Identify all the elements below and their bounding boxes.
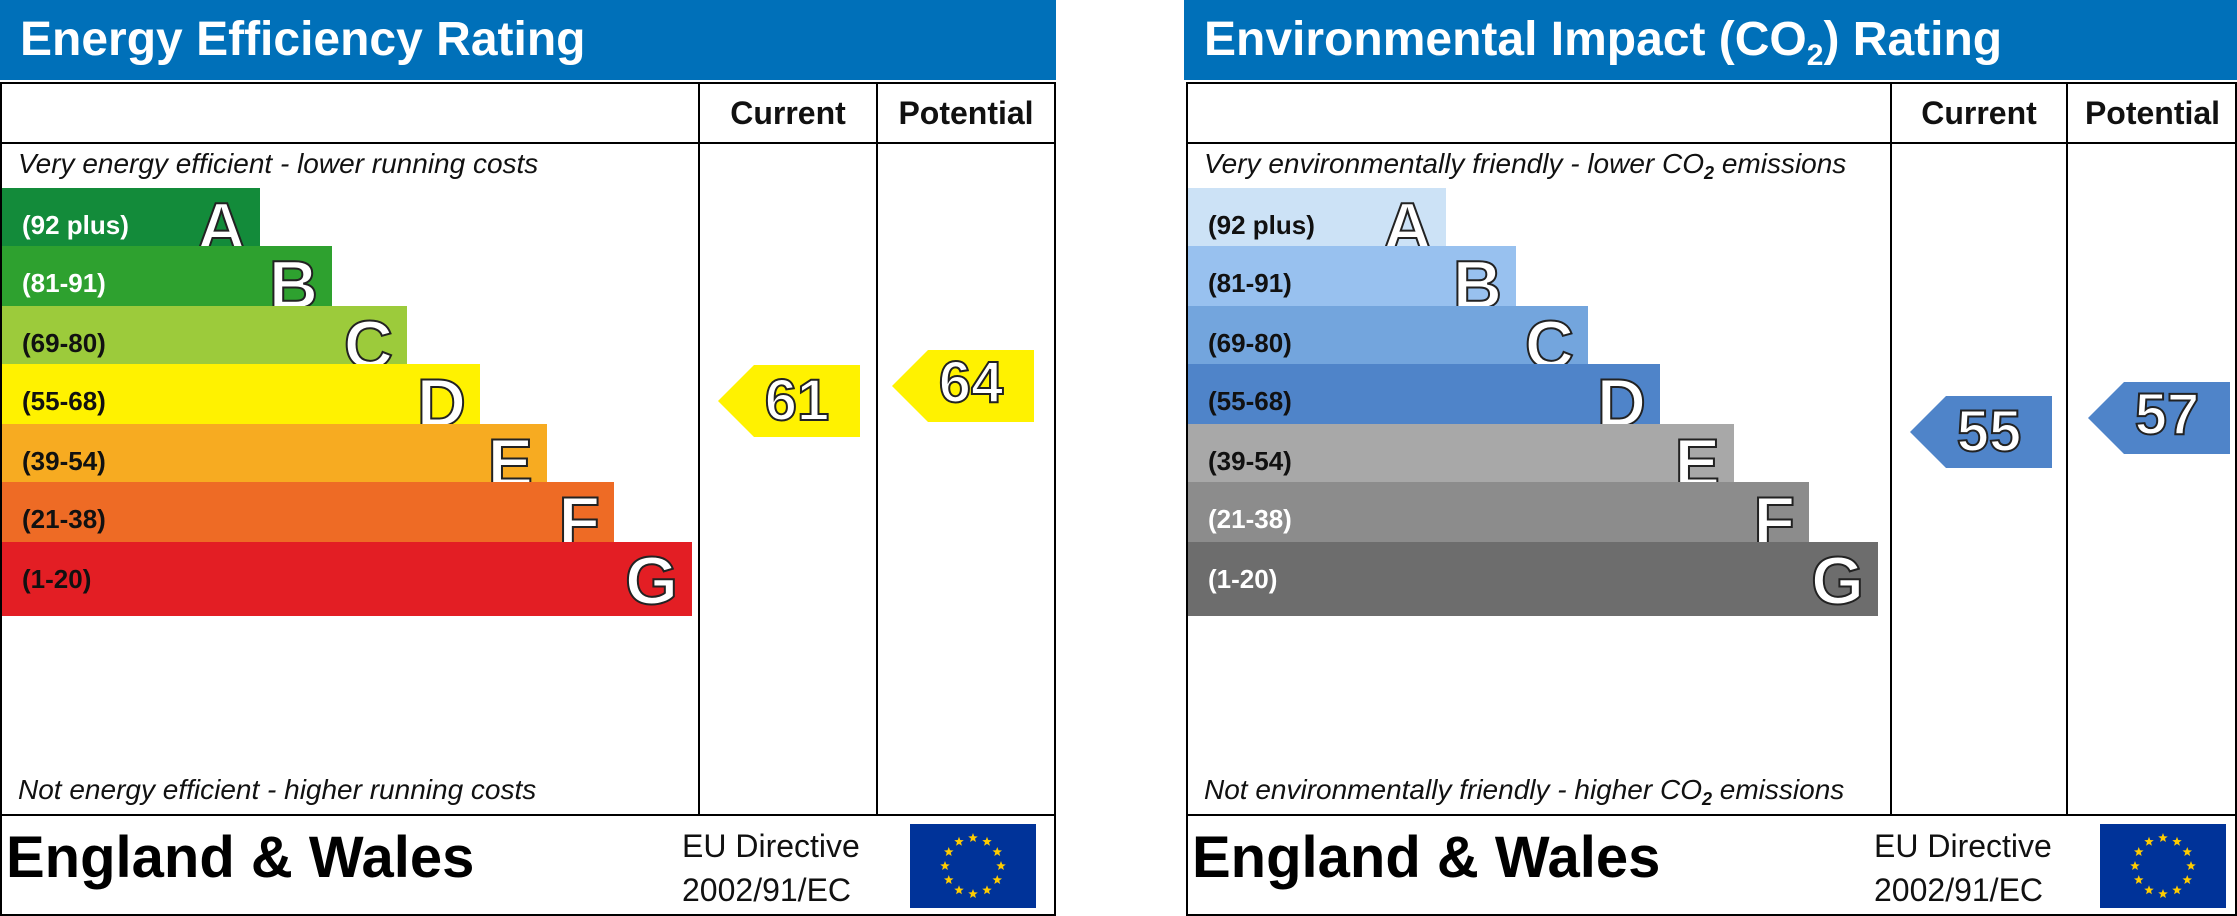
energy-efficiency-title: Energy Efficiency Rating: [0, 0, 1056, 80]
band-range-label: (69-80): [22, 328, 106, 358]
eu-directive-line1: EU Directive: [1874, 828, 2052, 864]
eu-directive-line2: 2002/91/EC: [1874, 872, 2044, 908]
eu-directive-text: EU Directive 2002/91/EC: [1874, 824, 2052, 912]
band-range-label: (81-91): [1208, 268, 1292, 298]
eu-star: [2172, 836, 2182, 846]
eu-directive-text: EU Directive 2002/91/EC: [682, 824, 860, 912]
eu-star: [2172, 885, 2182, 895]
title-pre: Environmental Impact (CO: [1204, 13, 1807, 66]
eu-flag-icon: [910, 824, 1036, 908]
eu-star: [996, 861, 1006, 871]
current-rating-arrow: 55: [1910, 396, 2052, 468]
band-range-label: (39-54): [22, 446, 106, 476]
eu-star: [982, 836, 992, 846]
top-caption-post: emissions: [1714, 148, 1847, 179]
eu-star: [940, 861, 950, 871]
column-divider-right: [876, 84, 878, 814]
column-divider-left: [698, 84, 700, 814]
eu-star: [982, 885, 992, 895]
potential-column-header: Potential: [2084, 95, 2221, 131]
bottom-caption-pre: Not environmentally friendly - higher CO: [1204, 774, 1702, 805]
bottom-caption: Not environmentally friendly - higher CO…: [1204, 774, 1845, 809]
title-post: ) Rating: [1823, 13, 2003, 66]
current-rating-value: 55: [1956, 398, 2023, 465]
top-caption: Very environmentally friendly - lower CO…: [1204, 148, 1847, 183]
title-sub: 2: [1806, 39, 1824, 72]
footer-divider: [1188, 814, 2235, 816]
current-column-header: Current: [730, 95, 846, 131]
eu-star: [2134, 847, 2144, 857]
top-caption-pre: Very environmentally friendly - lower CO: [1204, 148, 1705, 179]
eu-star: [2158, 889, 2168, 899]
band-range-label: (55-68): [1208, 386, 1292, 416]
band-letter: G: [1810, 542, 1865, 620]
environmental-impact-frame: Current Potential Very environmentally f…: [1186, 82, 2237, 916]
band-range-label: (69-80): [1208, 328, 1292, 358]
eu-star: [968, 833, 978, 843]
bottom-caption-sub: 2: [1701, 789, 1712, 809]
eu-flag-icon: [2100, 824, 2226, 908]
eu-star: [944, 847, 954, 857]
eu-star: [2134, 875, 2144, 885]
band-range-label: (21-38): [22, 504, 106, 534]
eu-star: [944, 875, 954, 885]
band-range-label: (21-38): [1208, 504, 1292, 534]
band-range-label: (55-68): [22, 386, 106, 416]
potential-arrow-shape: [892, 350, 1034, 422]
top-caption: Very energy efficient - lower running co…: [18, 148, 539, 179]
band-range-label: (1-20): [1208, 564, 1278, 594]
region-title: England & Wales: [1192, 825, 1661, 890]
current-column-header: Current: [1921, 95, 2037, 131]
eu-star: [2144, 885, 2154, 895]
current-rating-arrow: 61: [718, 365, 860, 437]
eu-star: [2182, 875, 2192, 885]
potential-rating-value: 57: [2134, 381, 2201, 448]
environmental-impact-title: Environmental Impact (CO2) Rating: [1184, 0, 2237, 80]
header-divider: [1188, 142, 2235, 144]
footer-divider: [2, 814, 1054, 816]
potential-rating-arrow: 57: [2088, 381, 2230, 454]
band-letter: G: [624, 542, 679, 620]
eu-star: [954, 885, 964, 895]
potential-arrow-shape: [2088, 382, 2230, 454]
energy-efficiency-panel: Energy Efficiency Rating Current Potenti…: [0, 0, 1056, 916]
energy-efficiency-frame: Current Potential Very energy efficient …: [0, 82, 1056, 916]
rating-band-g: (1-20) G: [2, 542, 692, 620]
eu-star: [954, 836, 964, 846]
eu-star: [992, 847, 1002, 857]
band-range-label: (92 plus): [1208, 210, 1315, 240]
eu-star: [968, 889, 978, 899]
potential-rating-arrow: 64: [892, 349, 1034, 422]
potential-column-header: Potential: [898, 95, 1034, 131]
band-range-label: (92 plus): [22, 210, 129, 240]
current-arrow-shape: [718, 365, 860, 437]
bottom-caption: Not energy efficient - higher running co…: [18, 774, 537, 805]
bottom-caption-post: emissions: [1712, 774, 1845, 805]
top-caption-sub: 2: [1704, 163, 1715, 183]
eu-star: [2130, 861, 2140, 871]
current-rating-value: 61: [764, 367, 831, 434]
band-range-label: (1-20): [22, 564, 92, 594]
region-title: England & Wales: [6, 825, 475, 890]
eu-star: [2144, 836, 2154, 846]
eu-star: [2182, 847, 2192, 857]
band-range-label: (81-91): [22, 268, 106, 298]
rating-band-g: (1-20) G: [1188, 542, 1878, 620]
column-divider-left: [1890, 84, 1892, 814]
eu-directive-line2: 2002/91/EC: [682, 872, 852, 908]
band-range-label: (39-54): [1208, 446, 1292, 476]
environmental-impact-panel: Environmental Impact (CO2) Rating Curren…: [1184, 0, 2237, 916]
potential-rating-value: 64: [938, 349, 1005, 416]
column-divider-right: [2066, 84, 2068, 814]
eu-star: [2186, 861, 2196, 871]
header-divider: [2, 142, 1054, 144]
eu-star: [2158, 833, 2168, 843]
current-arrow-shape: [1910, 396, 2052, 468]
eu-directive-line1: EU Directive: [682, 828, 860, 864]
eu-star: [992, 875, 1002, 885]
